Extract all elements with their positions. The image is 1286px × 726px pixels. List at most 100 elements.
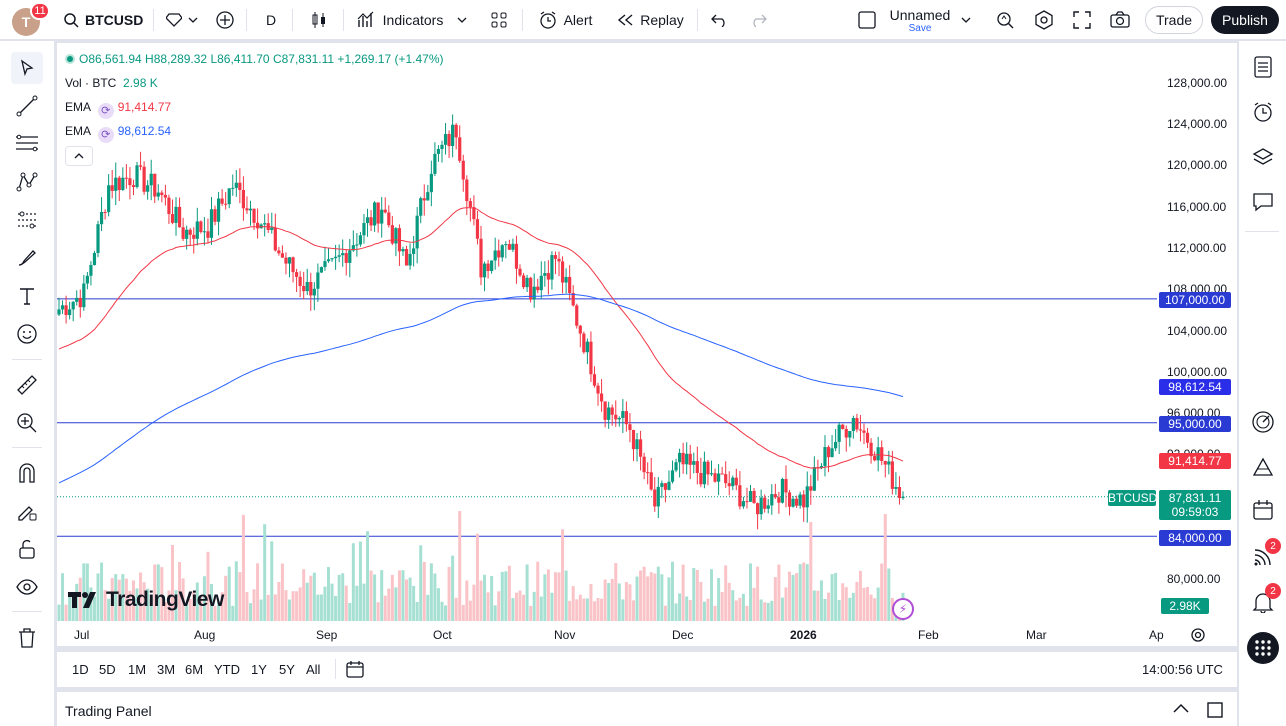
time-tick: Nov — [554, 628, 576, 642]
publish-button[interactable]: Publish — [1211, 6, 1279, 34]
volume-bar — [153, 564, 157, 621]
candle-body — [514, 243, 519, 269]
pattern-tool[interactable] — [11, 166, 43, 198]
candle-body — [670, 470, 675, 482]
indicators-button[interactable]: Indicators — [352, 6, 472, 34]
volume-bar — [295, 591, 299, 621]
snapshot-button[interactable] — [1106, 6, 1134, 34]
undo-button[interactable] — [706, 6, 734, 34]
timeframe-5d[interactable]: 5D — [99, 662, 116, 677]
zoom-tool[interactable] — [11, 407, 43, 439]
candle-body — [518, 268, 522, 276]
candle-body — [596, 385, 600, 394]
volume-bar — [550, 592, 554, 621]
redo-button[interactable] — [744, 6, 772, 34]
technicals-button[interactable] — [1247, 406, 1279, 438]
screener-button[interactable] — [1247, 451, 1279, 483]
lock-drawings-tool[interactable] — [11, 533, 43, 565]
text-tool[interactable] — [11, 280, 43, 312]
alert-button[interactable]: Alert — [532, 6, 598, 34]
emoji-tool[interactable] — [11, 318, 43, 350]
hide-drawings-tool[interactable] — [11, 571, 43, 603]
ideas-stream-button[interactable] — [1247, 541, 1279, 573]
divider — [522, 9, 523, 31]
volume-bar — [160, 567, 164, 621]
replay-button[interactable]: Replay — [612, 6, 688, 34]
measure-tool[interactable] — [11, 369, 43, 401]
forecast-tool[interactable] — [11, 204, 43, 236]
watchlist-diamond-button[interactable] — [160, 6, 204, 34]
candle-body — [702, 461, 707, 485]
zoom-in-icon — [17, 413, 37, 433]
timeframe-6m[interactable]: 6M — [185, 662, 204, 677]
volume-bar — [362, 583, 366, 621]
alerts-clock-button[interactable] — [1247, 96, 1279, 128]
volume-bar — [546, 569, 550, 621]
timeframe-1m[interactable]: 1M — [128, 662, 147, 677]
utc-clock[interactable]: 14:00:56 UTC — [1142, 662, 1223, 677]
candle-body — [539, 275, 543, 291]
stay-in-drawing-tool[interactable] — [11, 495, 43, 527]
brush-tool[interactable] — [11, 242, 43, 274]
timeframe-ytd[interactable]: YTD — [214, 662, 240, 677]
layout-select-checkbox[interactable] — [854, 6, 880, 34]
interval-button[interactable]: D — [256, 6, 286, 34]
layout-name-button[interactable]: Unnamed Save — [884, 6, 956, 36]
candles-icon — [312, 12, 325, 28]
ohlc-values: O86,561.94 H88,289.32 L86,411.70 C87,831… — [79, 52, 444, 66]
chat-button[interactable] — [1247, 186, 1279, 218]
templates-button[interactable] — [484, 6, 514, 34]
price-chart[interactable] — [57, 43, 1237, 646]
refresh-icon[interactable]: ⟳ — [97, 103, 114, 119]
ai-spark-button[interactable]: ⚡ — [892, 598, 914, 620]
refresh-icon[interactable]: ⟳ — [97, 127, 114, 143]
candle-body — [326, 259, 331, 262]
symbol-search-button[interactable]: BTCUSD — [56, 6, 152, 34]
object-tree-button[interactable] — [1247, 141, 1279, 173]
quick-search-button[interactable] — [992, 6, 1020, 34]
chart-type-button[interactable] — [302, 6, 336, 34]
axis-settings-button[interactable] — [1189, 626, 1207, 644]
candle-body — [490, 260, 494, 272]
watchlist-button[interactable] — [1247, 51, 1279, 83]
tradingview-watermark[interactable]: TradingView — [68, 588, 224, 612]
trade-button[interactable]: Trade — [1145, 6, 1203, 34]
apps-menu-button[interactable] — [1247, 632, 1279, 664]
layout-menu-button[interactable] — [958, 6, 974, 34]
settings-button[interactable] — [1030, 6, 1058, 34]
goto-date-button[interactable] — [345, 660, 365, 681]
pattern-icon — [16, 172, 38, 192]
fullscreen-button[interactable] — [1068, 6, 1096, 34]
candle-body — [199, 221, 203, 233]
trading-panel-header[interactable]: Trading Panel — [57, 692, 1237, 726]
timeframe-1d[interactable]: 1D — [72, 662, 89, 677]
candle-body — [124, 177, 128, 179]
fib-tool[interactable] — [11, 128, 43, 160]
expand-panel-button[interactable] — [1172, 702, 1190, 717]
timeframe-all[interactable]: All — [306, 662, 321, 677]
volume-bar — [798, 564, 802, 621]
volume-bar — [103, 590, 107, 621]
volume-bar — [706, 598, 710, 621]
timeframe-3m[interactable]: 3M — [157, 662, 176, 677]
cursor-tool[interactable] — [11, 52, 43, 84]
maximize-panel-button[interactable] — [1207, 702, 1223, 721]
remove-drawings-tool[interactable] — [11, 622, 43, 654]
calendar-button[interactable] — [1247, 494, 1279, 526]
timeframe-5y[interactable]: 5Y — [279, 662, 295, 677]
timeframe-1y[interactable]: 1Y — [251, 662, 267, 677]
chevron-up-icon — [74, 153, 84, 159]
candle-body — [823, 447, 827, 467]
candle-body — [224, 203, 228, 205]
trend-line-tool[interactable] — [11, 90, 43, 122]
compare-button[interactable] — [210, 6, 240, 34]
volume-bar — [525, 564, 529, 621]
volume-bar — [834, 572, 838, 621]
chart-pane[interactable]: O86,561.94 H88,289.32 L86,411.70 C87,831… — [57, 43, 1237, 646]
collapse-legend-button[interactable] — [65, 146, 93, 166]
timeframe-bar: 1D 5D 1M 3M 6M YTD 1Y 5Y All 14:00:56 UTC — [57, 651, 1237, 687]
level-95-text: 95,000.00 — [1168, 417, 1222, 431]
volume-bar — [327, 567, 331, 621]
candle-body — [156, 192, 160, 197]
magnet-tool[interactable] — [11, 457, 43, 489]
